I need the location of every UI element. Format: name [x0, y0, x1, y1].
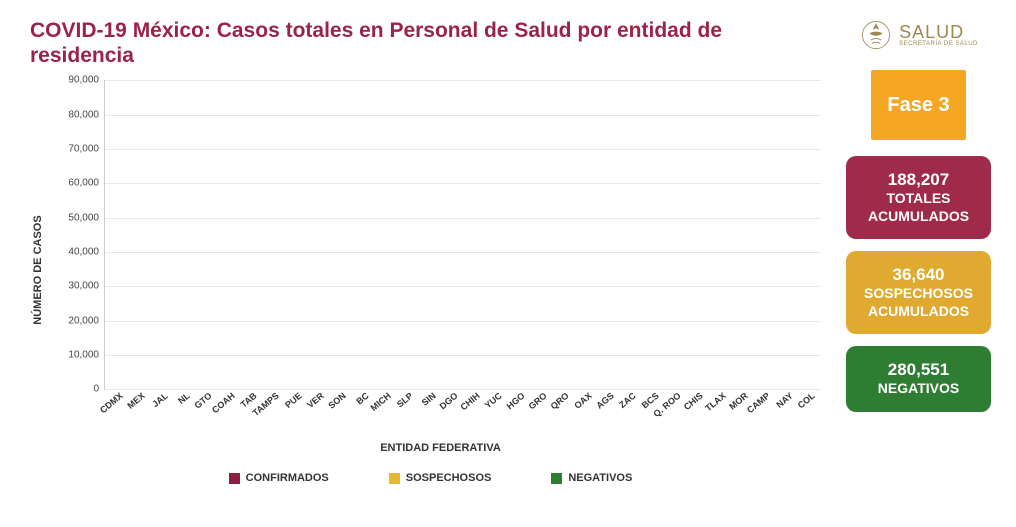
x-tick: CHIH — [459, 391, 482, 413]
y-tick: 0 — [93, 384, 105, 395]
stat-label: SOSPECHOSOS — [854, 285, 983, 303]
legend-label: NEGATIVOS — [568, 472, 632, 484]
stat-value: 280,551 — [854, 360, 983, 380]
emblem-icon — [859, 18, 893, 52]
y-tick: 30,000 — [68, 281, 105, 292]
legend-swatch — [551, 473, 562, 484]
stat-badge-sospechosos: 36,640 SOSPECHOSOS ACUMULADOS — [846, 251, 991, 334]
y-tick: 70,000 — [68, 144, 105, 155]
x-tick: CAMP — [745, 391, 772, 416]
x-tick: JAL — [150, 391, 169, 410]
x-tick: NL — [176, 391, 192, 406]
x-tick: CHIS — [682, 391, 705, 412]
y-tick: 10,000 — [68, 350, 105, 361]
x-tick: DGO — [437, 391, 459, 412]
logo-subtext: SECRETARÍA DE SALUD — [899, 41, 978, 47]
grid-line — [105, 389, 821, 390]
x-tick: SLP — [395, 391, 415, 410]
y-tick: 80,000 — [68, 109, 105, 120]
y-tick: 50,000 — [68, 212, 105, 223]
x-tick: YUC — [483, 391, 504, 411]
x-tick: QRO — [549, 391, 571, 412]
phase-badge: Fase 3 — [871, 70, 966, 140]
y-tick: 90,000 — [68, 75, 105, 86]
x-tick: SIN — [419, 391, 437, 408]
logo-text: SALUD — [899, 23, 978, 41]
legend-item-sospechosos: SOSPECHOSOS — [389, 472, 492, 484]
stat-value: 36,640 — [854, 265, 983, 285]
stat-value: 188,207 — [854, 170, 983, 190]
y-tick: 60,000 — [68, 178, 105, 189]
x-tick: MEX — [126, 391, 147, 411]
legend-label: CONFIRMADOS — [246, 472, 329, 484]
x-tick: TLAX — [703, 391, 727, 414]
x-tick: ZAC — [617, 391, 638, 411]
x-axis-label: ENTIDAD FEDERATIVA — [50, 442, 831, 454]
stat-badge-negativos: 280,551 NEGATIVOS — [846, 346, 991, 412]
chart-legend: CONFIRMADOS SOSPECHOSOS NEGATIVOS — [30, 472, 831, 484]
x-tick: PUE — [283, 391, 304, 411]
stat-label: ACUMULADOS — [854, 208, 983, 226]
bar-chart: NÚMERO DE CASOS 010,00020,00030,00040,00… — [50, 80, 831, 460]
legend-swatch — [229, 473, 240, 484]
x-tick: AGS — [594, 391, 615, 411]
x-tick: GRO — [527, 391, 549, 412]
x-tick: HGO — [504, 391, 526, 412]
bars-container: CDMXMEXJALNLGTOCOAHTABTAMPSPUEVERSONBCMI… — [105, 80, 821, 389]
stat-label: NEGATIVOS — [854, 380, 983, 398]
legend-label: SOSPECHOSOS — [406, 472, 492, 484]
x-tick: OAX — [572, 391, 593, 411]
stat-label: TOTALES — [854, 190, 983, 208]
legend-item-negativos: NEGATIVOS — [551, 472, 632, 484]
x-tick: MICH — [369, 391, 393, 413]
stat-label: ACUMULADOS — [854, 303, 983, 321]
page-title: COVID-19 México: Casos totales en Person… — [30, 18, 831, 68]
legend-item-confirmados: CONFIRMADOS — [229, 472, 329, 484]
stat-badge-totales: 188,207 TOTALES ACUMULADOS — [846, 156, 991, 239]
legend-swatch — [389, 473, 400, 484]
y-tick: 20,000 — [68, 315, 105, 326]
y-axis-label: NÚMERO DE CASOS — [32, 216, 44, 325]
x-tick: NAY — [774, 391, 794, 410]
x-tick: COAH — [210, 391, 237, 416]
salud-logo: SALUD SECRETARÍA DE SALUD — [859, 18, 978, 52]
x-tick: VER — [305, 391, 326, 411]
x-tick: COL — [796, 391, 817, 411]
x-tick: SON — [327, 391, 348, 411]
y-tick: 40,000 — [68, 247, 105, 258]
